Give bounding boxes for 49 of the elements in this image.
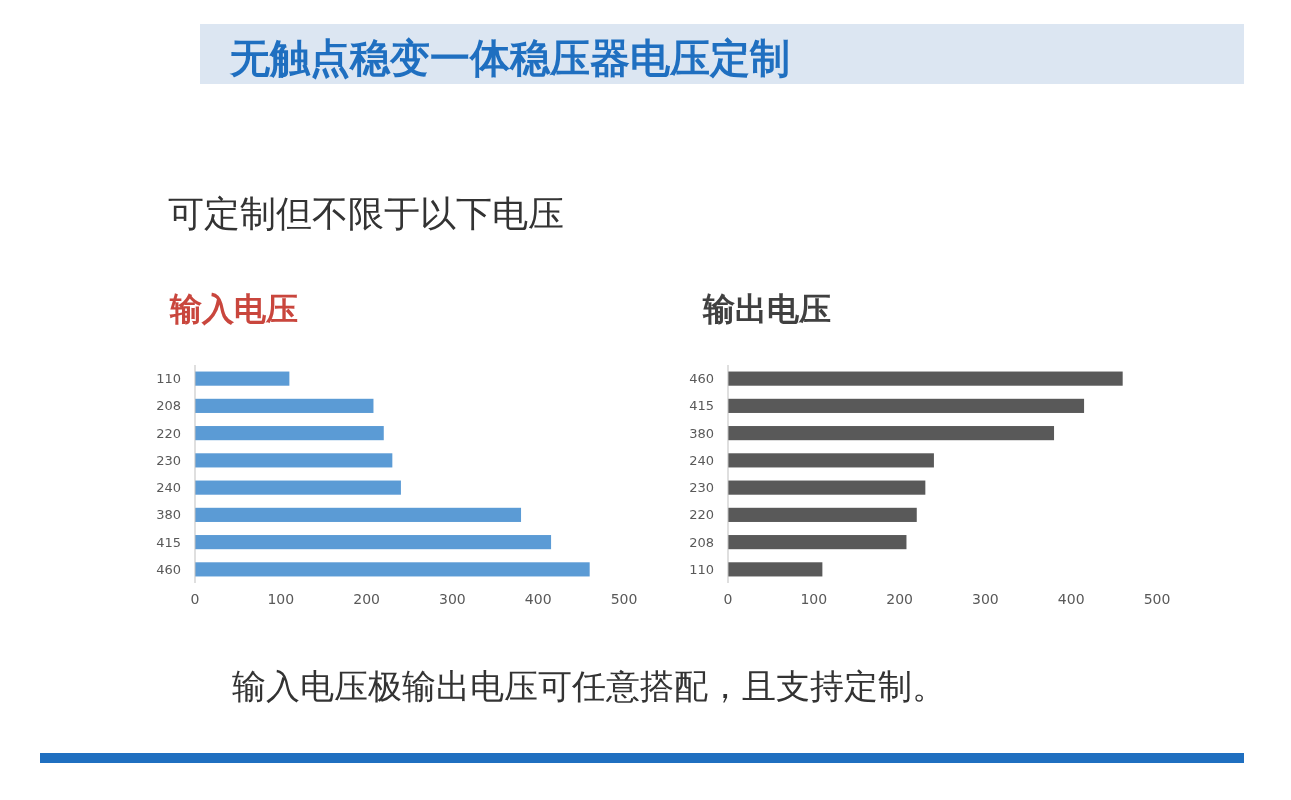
bar	[195, 371, 290, 386]
bar	[195, 507, 522, 522]
bar	[195, 562, 590, 577]
x-tick-label: 100	[267, 591, 295, 607]
bar	[728, 535, 907, 550]
y-tick-label: 230	[689, 480, 714, 496]
y-tick-label: 460	[156, 561, 181, 577]
y-tick-label: 208	[689, 534, 714, 550]
x-tick-label: 500	[1143, 591, 1171, 607]
y-tick-label: 110	[689, 561, 714, 577]
y-tick-label: 380	[689, 425, 714, 441]
bar	[728, 453, 934, 468]
x-tick-label: 100	[800, 591, 828, 607]
bar	[195, 535, 552, 550]
y-tick-label: 220	[689, 507, 714, 523]
chart-title: 输入电压	[169, 290, 298, 328]
text: 输入电压极输出电压可任意搭配，且支持定制。	[232, 666, 946, 706]
x-tick-label: 400	[524, 591, 552, 607]
y-tick-label: 240	[689, 452, 714, 468]
bar	[195, 453, 393, 468]
chart-title: 输出电压	[702, 290, 831, 328]
bar	[195, 426, 384, 441]
bar	[728, 398, 1085, 413]
y-tick-label: 415	[689, 398, 714, 414]
x-tick-label: 500	[610, 591, 638, 607]
x-tick-label: 0	[190, 591, 200, 607]
y-tick-label: 220	[156, 425, 181, 441]
y-tick-label: 230	[156, 452, 181, 468]
y-tick-label: 240	[156, 480, 181, 496]
y-tick-label: 460	[689, 371, 714, 387]
bar	[728, 371, 1123, 386]
x-tick-label: 300	[439, 591, 466, 607]
bar	[195, 480, 401, 495]
y-tick-label: 415	[156, 534, 181, 550]
text: 可定制但不限于以下电压	[168, 193, 564, 234]
bar	[728, 426, 1055, 441]
bar	[728, 562, 823, 577]
text: 无触点稳变一体稳压器电压定制	[229, 35, 790, 81]
bar	[728, 480, 926, 495]
y-tick-label: 110	[156, 371, 181, 387]
bar	[195, 398, 374, 413]
x-tick-label: 200	[353, 591, 380, 607]
y-tick-label: 208	[156, 398, 181, 414]
x-tick-label: 0	[723, 591, 733, 607]
x-tick-label: 300	[972, 591, 999, 607]
bar	[728, 507, 917, 522]
x-tick-label: 400	[1057, 591, 1085, 607]
x-tick-label: 200	[886, 591, 913, 607]
y-tick-label: 380	[156, 507, 181, 523]
